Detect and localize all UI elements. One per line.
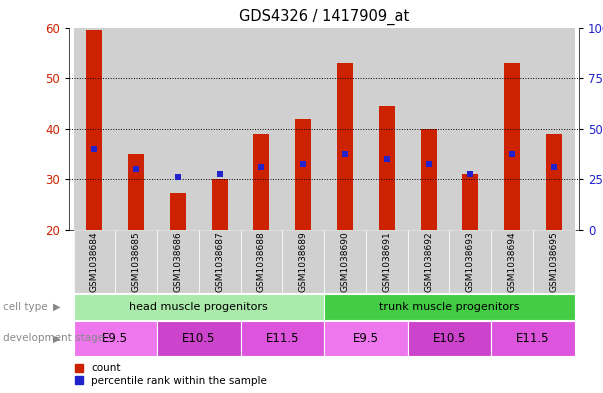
Legend: count, percentile rank within the sample: count, percentile rank within the sample — [75, 363, 267, 386]
Bar — [533, 28, 575, 230]
Title: GDS4326 / 1417909_at: GDS4326 / 1417909_at — [239, 9, 409, 25]
Bar — [157, 28, 199, 230]
Text: GSM1038687: GSM1038687 — [215, 231, 224, 292]
Text: ▶: ▶ — [53, 333, 60, 343]
Bar — [463, 174, 478, 230]
Bar — [241, 230, 282, 293]
Text: E10.5: E10.5 — [433, 332, 466, 345]
Bar — [324, 28, 366, 230]
Text: GSM1038690: GSM1038690 — [341, 231, 350, 292]
Text: development stage: development stage — [3, 333, 104, 343]
Bar — [241, 321, 324, 356]
Text: GSM1038685: GSM1038685 — [131, 231, 140, 292]
Bar — [408, 28, 449, 230]
Text: GSM1038692: GSM1038692 — [424, 231, 433, 292]
Bar — [282, 230, 324, 293]
Bar — [449, 28, 491, 230]
Bar — [86, 30, 103, 230]
Text: E10.5: E10.5 — [182, 332, 215, 345]
Text: ▶: ▶ — [53, 302, 60, 312]
Bar — [115, 230, 157, 293]
Bar — [253, 134, 270, 230]
Bar — [241, 28, 282, 230]
Bar — [295, 119, 311, 230]
Bar — [491, 230, 533, 293]
Text: GSM1038695: GSM1038695 — [549, 231, 558, 292]
Bar — [491, 28, 533, 230]
Bar — [170, 193, 186, 230]
Bar — [212, 179, 228, 230]
Text: E11.5: E11.5 — [265, 332, 299, 345]
Bar — [282, 28, 324, 230]
Bar — [324, 230, 366, 293]
Text: cell type: cell type — [3, 302, 48, 312]
Bar — [128, 154, 144, 230]
Text: GSM1038693: GSM1038693 — [466, 231, 475, 292]
Bar — [324, 321, 408, 356]
Bar — [74, 321, 157, 356]
Text: GSM1038688: GSM1038688 — [257, 231, 266, 292]
Bar — [337, 63, 353, 230]
Text: E11.5: E11.5 — [516, 332, 550, 345]
Bar — [491, 321, 575, 356]
Text: trunk muscle progenitors: trunk muscle progenitors — [379, 302, 520, 312]
Bar — [408, 321, 491, 356]
Bar — [379, 106, 395, 230]
Bar — [74, 230, 115, 293]
Text: GSM1038684: GSM1038684 — [90, 231, 99, 292]
Text: head muscle progenitors: head muscle progenitors — [130, 302, 268, 312]
Bar — [74, 28, 115, 230]
Bar — [420, 129, 437, 230]
Bar — [533, 230, 575, 293]
Bar — [324, 294, 575, 320]
Bar — [408, 230, 449, 293]
Text: GSM1038686: GSM1038686 — [174, 231, 183, 292]
Bar — [366, 230, 408, 293]
Bar — [199, 28, 241, 230]
Text: GSM1038691: GSM1038691 — [382, 231, 391, 292]
Bar — [115, 28, 157, 230]
Bar — [449, 230, 491, 293]
Text: GSM1038689: GSM1038689 — [298, 231, 308, 292]
Bar — [157, 321, 241, 356]
Bar — [157, 230, 199, 293]
Text: E9.5: E9.5 — [103, 332, 128, 345]
Bar — [74, 294, 324, 320]
Bar — [504, 63, 520, 230]
Bar — [366, 28, 408, 230]
Bar — [546, 134, 562, 230]
Bar — [199, 230, 241, 293]
Text: E9.5: E9.5 — [353, 332, 379, 345]
Text: GSM1038694: GSM1038694 — [508, 231, 517, 292]
